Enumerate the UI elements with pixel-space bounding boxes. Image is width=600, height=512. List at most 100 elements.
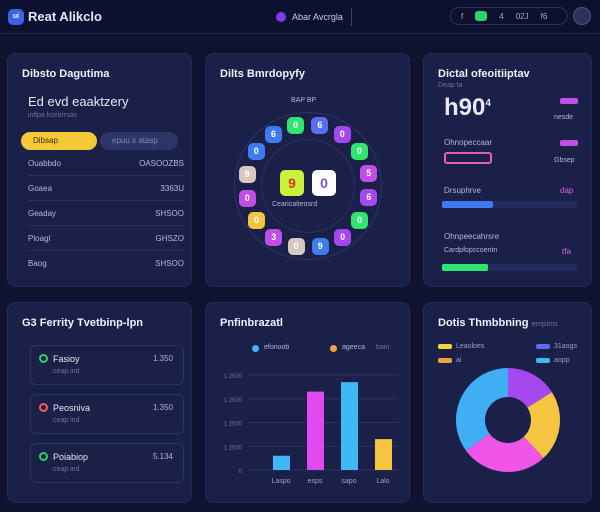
table-row[interactable]: Baog SHSOO <box>28 252 184 276</box>
title-text: Dotis Thmbbning <box>438 317 529 329</box>
pill-item[interactable]: 4 <box>499 11 504 21</box>
heart-icon <box>444 152 492 164</box>
table-row[interactable]: Goaea 3363U <box>28 177 184 201</box>
ring-tile[interactable]: 0 <box>350 142 368 160</box>
row-label: Goaea <box>28 184 53 193</box>
legend-swatch <box>536 344 550 349</box>
legend: BAP BP <box>291 97 317 104</box>
ring-tile[interactable]: 0 <box>287 116 305 134</box>
app-title: Reat Alikclo <box>28 9 102 24</box>
x-tick-label: Laspo <box>271 478 290 485</box>
ring-tile[interactable]: 3 <box>265 229 283 247</box>
y-tick-label: 1 2500 <box>224 422 243 428</box>
item-value: 1.350 <box>152 403 173 412</box>
stat-label: Ohnopeccaar <box>444 138 493 147</box>
item-sub: ceap ind <box>53 417 80 424</box>
legend-label: Leaoloes <box>456 343 485 350</box>
stat-label: Cardpfopccoentn <box>444 247 498 254</box>
donut-slice[interactable] <box>508 368 552 408</box>
legend-swatch <box>536 358 550 363</box>
item-sub: ceap ind <box>53 368 80 375</box>
tag-badge <box>560 140 578 146</box>
row-value: GHSZO <box>155 234 184 243</box>
table-row[interactable]: Ouabbdo OASOOZBS <box>28 152 184 176</box>
bar[interactable] <box>307 391 324 470</box>
list-item[interactable]: Fasioy ceap ind 1.350 <box>30 345 184 385</box>
toggle-icon[interactable] <box>475 11 488 21</box>
ring-tile[interactable]: 6 <box>311 116 329 134</box>
ring-tile[interactable]: 9 <box>311 238 329 256</box>
ring-tile[interactable]: 0 <box>334 228 352 246</box>
center-tile[interactable]: 0 <box>312 170 336 196</box>
table-row[interactable]: Ploagl GHSZO <box>28 227 184 251</box>
legend-label: aopp <box>554 357 570 364</box>
pill-item[interactable]: f <box>461 11 464 21</box>
item-name: Fasioy <box>53 354 80 364</box>
legend-label: efonoob <box>264 344 290 351</box>
pill-item[interactable]: f6 <box>540 11 548 21</box>
ring-tile[interactable]: 6 <box>264 126 282 144</box>
secondary-button[interactable]: epuu x atasp <box>100 132 178 150</box>
activity-card: G3 Ferrity Tvetbinp-lpn Fasioy ceap ind 1.… <box>7 302 192 503</box>
big-sup: 4 <box>485 98 491 109</box>
ring-tile[interactable]: 6 <box>360 189 378 207</box>
account-name: Abar Avcrgla <box>292 12 343 22</box>
legend-swatch <box>438 344 452 349</box>
status-pill[interactable]: f 4 02J f6 <box>450 7 568 25</box>
bar-chart: 0 1 2500 1 2500 1 2500 1 2500 Laspo esps sapo La… <box>224 374 398 485</box>
chart-title: Dotis Thmbbning eeqsims <box>438 317 558 329</box>
legend-label: 31aogs <box>554 343 577 350</box>
ring-tile[interactable]: 0 <box>247 143 265 161</box>
table-row[interactable]: Geaday SHSOO <box>28 202 184 226</box>
user-icon <box>276 12 286 22</box>
y-tick-label: 0 <box>239 469 243 475</box>
stats-card: Dictal ofeoitiiptav Deap ta h904 nesde O… <box>423 53 592 287</box>
ring-tile[interactable]: 0 <box>333 125 351 143</box>
top-bar: ui Reat Alikclo Abar Avcrgla f 4 02J f6 <box>0 0 600 34</box>
donut-slice[interactable] <box>523 392 560 458</box>
item-value: 5.134 <box>152 452 173 461</box>
bar[interactable] <box>341 382 358 470</box>
donut-slice[interactable] <box>456 368 508 451</box>
subtitle: Deap ta <box>438 82 463 89</box>
inner-ring <box>261 139 355 233</box>
item-value: 1.350 <box>152 354 173 363</box>
pill-item[interactable]: 02J <box>515 11 529 21</box>
stat-label: Drsuphrve <box>444 186 481 195</box>
row-label: Geaday <box>28 209 57 218</box>
item-name: Poiabiop <box>53 452 89 462</box>
ring-tile[interactable]: 0 <box>287 238 305 256</box>
bar-chart-card: Pnfinbrazatl efonoob ageeca bam 0 1 2500 1… <box>205 302 410 503</box>
row-label: Ploagl <box>28 234 51 243</box>
subtitle: eeqsims <box>531 321 558 328</box>
ring-tile[interactable]: 5 <box>360 165 378 183</box>
subtitle: inflpa ksebrrsas <box>28 112 78 119</box>
row-value: 3363U <box>160 184 184 193</box>
list-item[interactable]: Poiabiop ceap ind 5.134 <box>30 443 184 483</box>
progress-track <box>442 264 577 271</box>
ring-tile[interactable]: 9 <box>238 165 256 183</box>
bar[interactable] <box>273 455 290 470</box>
tag-label: dap <box>560 186 574 195</box>
ring-tile[interactable]: 0 <box>248 212 266 230</box>
item-sub: ceap ind <box>53 466 80 473</box>
legend-item: aopp <box>536 357 570 364</box>
y-tick-label: 1 2500 <box>224 445 243 451</box>
status-icon <box>39 403 48 412</box>
avatar[interactable] <box>573 7 591 25</box>
card-title: Dilts Bmrdopyfy <box>220 68 305 80</box>
center-tile[interactable]: 9 <box>280 170 304 196</box>
legend-item: ai <box>438 357 461 364</box>
bar[interactable] <box>375 439 392 470</box>
list-item[interactable]: Peosniva ceap ind 1.350 <box>30 394 184 434</box>
primary-button[interactable]: Dibsap <box>21 132 97 150</box>
progress-track <box>442 201 577 208</box>
ring-tile[interactable]: 0 <box>351 211 369 229</box>
legend-item: 31aogs <box>536 343 577 350</box>
legend-dot <box>330 345 337 352</box>
account-switcher[interactable]: Abar Avcrgla <box>270 8 352 26</box>
donut-slice[interactable] <box>465 433 544 472</box>
ring-tile[interactable]: 0 <box>238 189 256 207</box>
ring <box>234 112 382 260</box>
